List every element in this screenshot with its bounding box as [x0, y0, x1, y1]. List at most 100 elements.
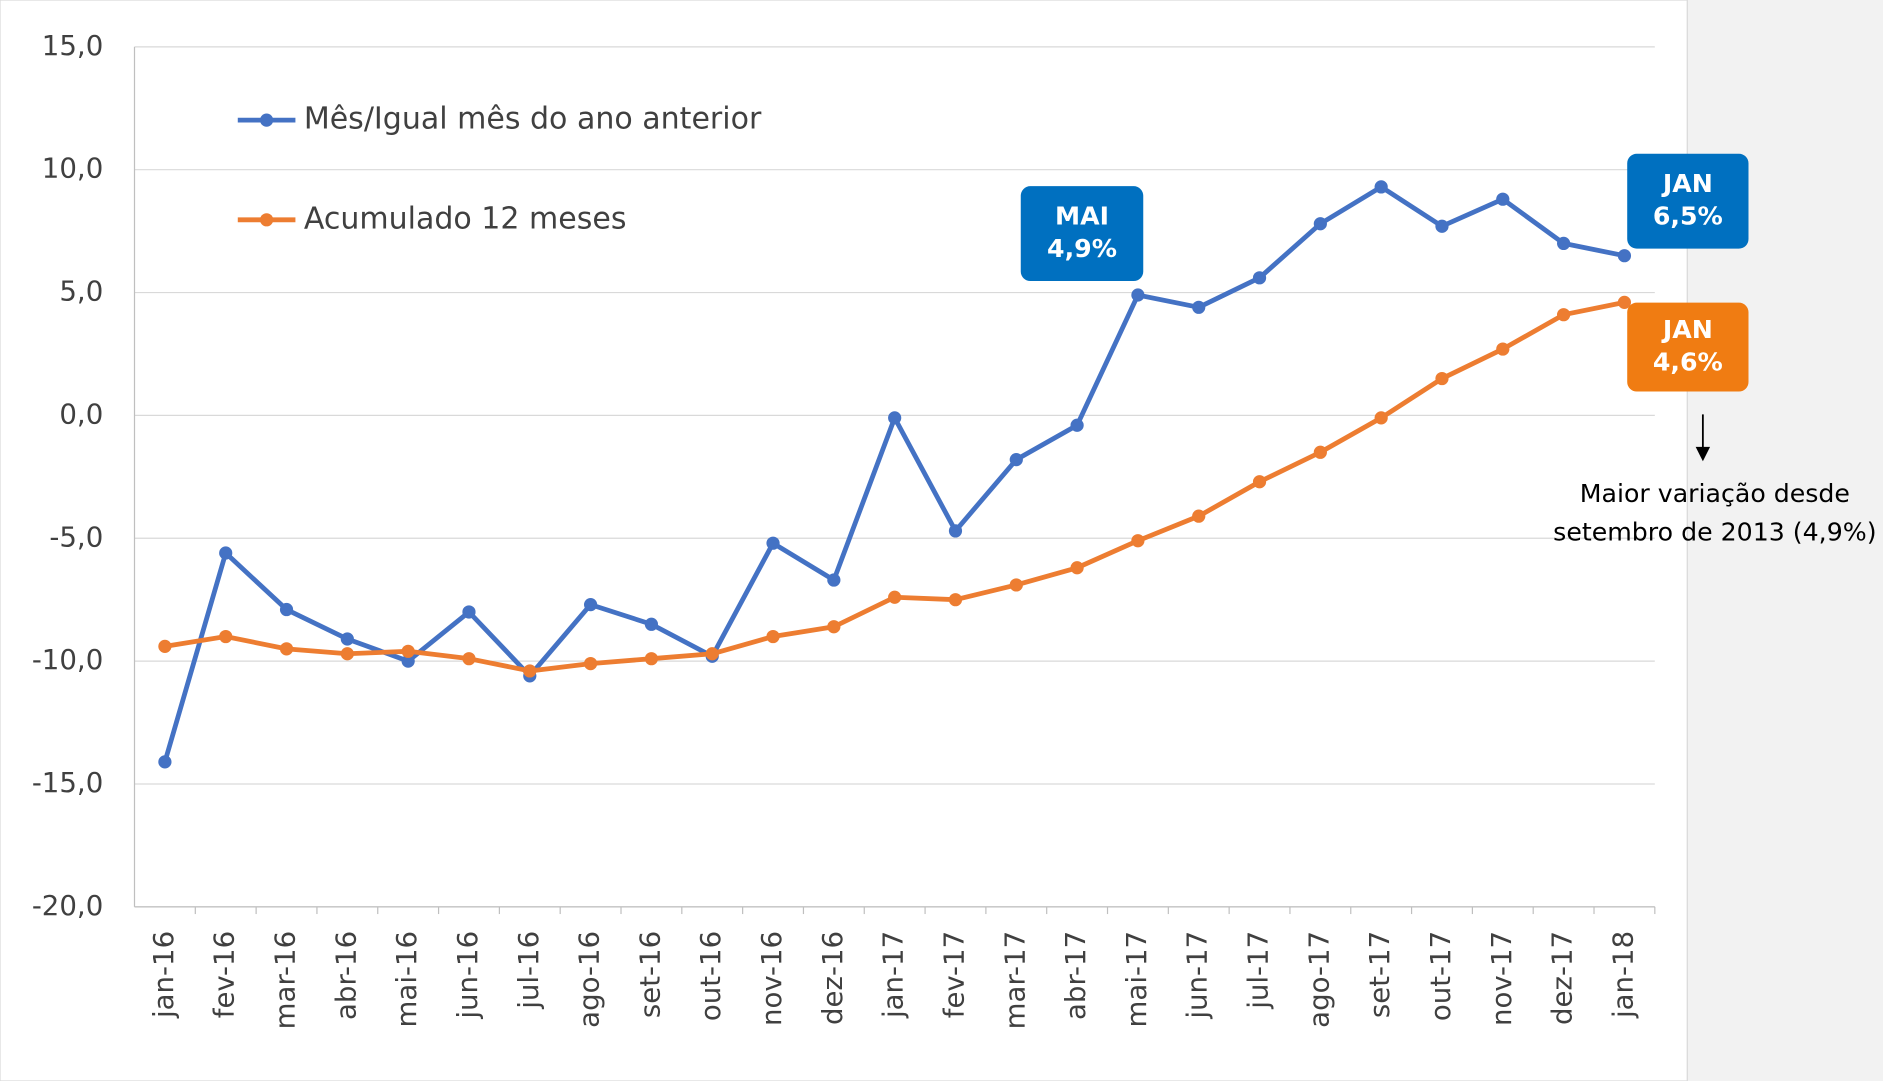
- point: [1070, 418, 1084, 432]
- point: [401, 644, 415, 658]
- x-tick-label: abr-17: [1059, 931, 1092, 1020]
- point: [401, 654, 415, 668]
- point: [1435, 371, 1449, 386]
- point: [644, 652, 659, 666]
- point: [1435, 219, 1449, 233]
- point: [644, 617, 659, 631]
- point: [948, 524, 963, 538]
- x-tick-label: jul-16: [512, 931, 545, 1010]
- y-tick-label: 10,0: [42, 152, 103, 185]
- callout-text: JAN: [1661, 315, 1713, 344]
- callout-box: [1627, 153, 1749, 249]
- point: [219, 546, 233, 560]
- x-tick-label: dez-17: [1546, 931, 1579, 1025]
- callout-box: [1627, 302, 1749, 392]
- point: [827, 620, 841, 634]
- x-tick-label: jan-17: [877, 931, 910, 1019]
- point: [948, 593, 963, 607]
- annotation-text: setembro de 2013 (4,9%): [1553, 517, 1876, 546]
- point: [1313, 445, 1327, 459]
- y-tick-label: -15,0: [32, 766, 103, 799]
- point: [1009, 578, 1023, 592]
- x-tick-label: fev-17: [937, 931, 970, 1018]
- x-tick-label: nov-16: [755, 931, 788, 1026]
- x-tick-label: ago-17: [1302, 931, 1335, 1028]
- x-tick-label: fev-16: [208, 931, 241, 1018]
- legend-marker: [259, 213, 274, 227]
- point: [1557, 236, 1571, 251]
- x-tick-label: mar-17: [998, 931, 1031, 1030]
- point: [462, 652, 476, 666]
- annotation-text: Maior variação desde: [1580, 479, 1850, 508]
- y-tick-label: 0,0: [59, 397, 103, 430]
- legend-marker: [259, 113, 274, 127]
- point: [1252, 271, 1267, 285]
- x-tick-label: nov-17: [1485, 931, 1518, 1026]
- point: [1313, 217, 1327, 231]
- point: [827, 573, 841, 587]
- x-tick-label: jul-17: [1242, 931, 1275, 1010]
- chart-area: [0, 0, 1688, 1081]
- x-tick-label: jan-18: [1606, 931, 1639, 1019]
- point: [766, 629, 780, 644]
- point: [1374, 180, 1388, 194]
- legend-label: Mês/Igual mês do ano anterior: [304, 102, 762, 137]
- callout-text: MAI: [1055, 201, 1109, 230]
- x-tick-label: mai-16: [390, 931, 423, 1028]
- y-tick-label: -5,0: [49, 520, 103, 553]
- x-tick-label: out-17: [1424, 931, 1457, 1021]
- point: [1131, 534, 1145, 548]
- point: [888, 411, 902, 425]
- point: [766, 536, 780, 550]
- callout-box: [1020, 186, 1144, 282]
- y-tick-label: -20,0: [32, 889, 103, 922]
- point: [583, 598, 598, 612]
- point: [462, 605, 476, 619]
- point: [1131, 288, 1145, 302]
- point: [340, 647, 354, 661]
- point: [888, 590, 902, 604]
- callout-text: 4,6%: [1653, 347, 1723, 376]
- x-tick-label: set-17: [1363, 931, 1396, 1018]
- point: [1617, 249, 1632, 263]
- point: [705, 647, 719, 661]
- point: [158, 755, 172, 769]
- y-tick-label: 5,0: [59, 275, 103, 308]
- point: [1617, 295, 1632, 309]
- x-tick-label: jan-16: [147, 931, 180, 1019]
- callout-text: 6,5%: [1653, 201, 1723, 230]
- x-tick-label: abr-16: [329, 931, 362, 1020]
- arrow-head: [1695, 446, 1711, 462]
- point: [1252, 475, 1267, 489]
- x-tick-label: out-16: [694, 931, 727, 1021]
- point: [583, 656, 598, 671]
- point: [1374, 411, 1388, 425]
- point: [219, 629, 233, 644]
- x-tick-label: ago-16: [573, 931, 606, 1028]
- point: [1192, 509, 1206, 523]
- y-tick-label: 15,0: [42, 29, 103, 62]
- x-tick-label: jun-17: [1181, 931, 1214, 1020]
- x-tick-label: set-16: [633, 931, 666, 1018]
- x-tick-label: dez-16: [816, 931, 849, 1025]
- callout-text: JAN: [1661, 169, 1713, 198]
- point: [1496, 342, 1510, 356]
- y-tick-label: -10,0: [32, 643, 103, 676]
- point: [1070, 561, 1084, 575]
- x-tick-label: mai-17: [1120, 931, 1153, 1028]
- point: [340, 632, 354, 646]
- point: [1009, 453, 1023, 467]
- point: [1557, 308, 1571, 322]
- point: [1192, 300, 1206, 314]
- point: [279, 602, 294, 617]
- point: [523, 664, 537, 678]
- legend-label: Acumulado 12 meses: [304, 201, 627, 236]
- point: [279, 642, 294, 656]
- callout-text: 4,9%: [1047, 234, 1117, 263]
- x-tick-label: mar-16: [269, 931, 302, 1030]
- x-tick-label: jun-16: [451, 931, 484, 1020]
- point: [1496, 192, 1510, 206]
- point: [158, 639, 172, 653]
